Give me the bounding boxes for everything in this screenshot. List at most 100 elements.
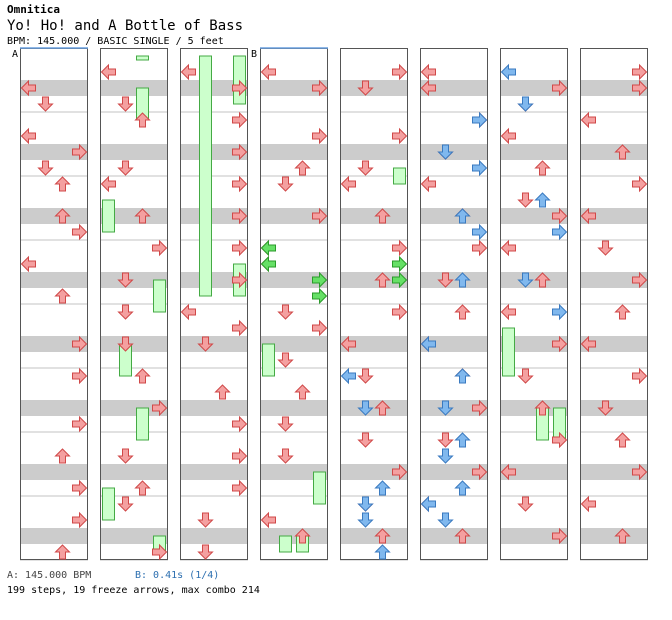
beat-stripe [580,272,648,288]
beat-stripe [340,272,408,288]
chart-column [340,48,408,561]
step-arrow [517,368,534,384]
step-arrow-blue [500,63,516,81]
step-arrow-green [312,287,328,305]
step-arrow-blue [357,400,374,416]
step-arrow [294,384,311,400]
beat-stripe [500,80,568,96]
beat-stripe [340,144,408,160]
step-arrow [472,239,488,257]
step-arrow [197,512,214,528]
step-summary: 199 steps, 19 freeze arrows, max combo 2… [7,585,260,596]
freeze-arrow [313,471,326,505]
step-arrow-blue [437,512,454,528]
step-arrow-green [260,239,276,257]
step-arrow [197,544,214,560]
beat-stripe [580,336,648,352]
bpm-a-label: A: 145.000 BPM [7,570,92,581]
beat-stripe [260,528,328,544]
marker-b: B [251,49,257,60]
beat-stripe [580,144,648,160]
beat-stripe [420,80,488,96]
freeze-arrow [262,343,275,377]
beat-stripe [20,336,88,352]
beat-stripe [20,80,88,96]
step-arrow [552,431,568,449]
beat-stripe [420,336,488,352]
beat-stripe [500,528,568,544]
step-arrow [20,127,36,145]
beat-stripe [420,272,488,288]
step-arrow [580,111,596,129]
column-border [500,48,568,560]
step-arrow [20,79,36,97]
beat-stripe [20,400,88,416]
step-arrow-green [260,255,276,273]
step-arrow-blue [357,512,374,528]
step-arrow-green [392,271,408,289]
step-arrow [357,368,374,384]
beat-stripe [100,336,168,352]
beat-stripe [180,272,248,288]
beat-stripe [260,336,328,352]
step-arrow [552,527,568,545]
beat-stripe [420,400,488,416]
step-arrow-blue [420,495,436,513]
step-arrow [72,335,88,353]
step-arrow-blue [420,335,436,353]
step-arrow [632,367,648,385]
step-arrow [632,271,648,289]
beat-stripe [500,272,568,288]
beat-stripe [20,208,88,224]
step-arrow [277,176,294,192]
step-arrow [632,463,648,481]
beat-stripe [420,208,488,224]
step-arrow [232,239,248,257]
step-arrow [357,432,374,448]
step-arrow-blue [374,480,391,496]
step-arrow [632,79,648,97]
step-arrow [374,272,391,288]
column-border [580,48,648,560]
chart-column [580,48,648,561]
step-arrow [277,448,294,464]
step-arrow [420,79,436,97]
step-arrow [214,384,231,400]
step-arrow [277,304,294,320]
beat-stripe [100,528,168,544]
step-arrow [580,495,596,513]
step-arrow [117,304,134,320]
step-arrow [420,63,436,81]
step-arrow-green [312,271,328,289]
freeze-arrow [502,327,515,377]
step-arrow [152,239,168,257]
step-arrow [232,111,248,129]
freeze-arrow [393,167,406,185]
beat-stripe [100,464,168,480]
step-arrow [180,63,196,81]
beat-stripe [500,336,568,352]
step-arrow [614,528,631,544]
step-arrow [374,208,391,224]
step-arrow [54,288,71,304]
step-arrow [340,175,356,193]
column-border [340,48,408,560]
beat-stripe [340,208,408,224]
step-arrow [72,479,88,497]
beat-stripe [260,400,328,416]
beat-stripe [100,272,168,288]
step-arrow [20,255,36,273]
step-arrow-blue [374,544,391,560]
step-arrow [72,223,88,241]
column-border [180,48,248,560]
step-arrow [500,303,516,321]
step-arrow [117,496,134,512]
beat-stripe [580,400,648,416]
step-arrow [100,175,116,193]
step-arrow [552,335,568,353]
beat-stripe [580,208,648,224]
step-arrow [614,432,631,448]
step-arrow [552,79,568,97]
step-arrow [232,447,248,465]
